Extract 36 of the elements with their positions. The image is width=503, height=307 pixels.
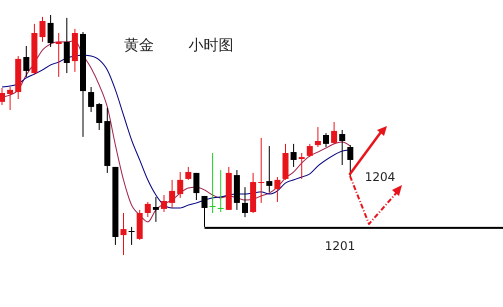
candlestick <box>88 86 94 112</box>
candlestick <box>274 176 280 202</box>
candlestick <box>120 212 126 256</box>
candlestick <box>7 86 14 111</box>
candlestick <box>218 170 224 213</box>
candlestick <box>339 129 346 166</box>
annotation: 1201 <box>324 239 356 253</box>
candlestick <box>266 146 272 192</box>
candlestick <box>323 132 329 148</box>
candlestick <box>169 179 176 208</box>
candlestick <box>48 14 54 48</box>
candlestick <box>298 152 305 180</box>
text: 黄金 <box>124 36 154 54</box>
candlestick <box>177 171 184 198</box>
candlestick <box>23 45 30 78</box>
candlestick <box>193 172 200 201</box>
candlestick <box>314 126 321 148</box>
candlestick <box>347 144 354 177</box>
candlestick <box>161 194 167 213</box>
candlestick <box>185 166 192 180</box>
candlestick <box>40 16 46 42</box>
candlestick <box>258 137 264 204</box>
text: 小时图 <box>188 36 234 54</box>
text: 1204 <box>364 170 396 184</box>
candlestick <box>56 32 62 78</box>
candlestick <box>242 186 248 218</box>
candlestick <box>0 87 5 106</box>
candlestick <box>210 152 216 214</box>
candlestick <box>96 102 102 130</box>
candlestick <box>144 201 151 218</box>
candlestick <box>152 196 159 222</box>
candlestick <box>306 143 313 158</box>
candlestick <box>331 122 338 144</box>
candlestick <box>290 143 297 168</box>
candlestick <box>64 17 70 74</box>
candlestick <box>128 226 135 246</box>
